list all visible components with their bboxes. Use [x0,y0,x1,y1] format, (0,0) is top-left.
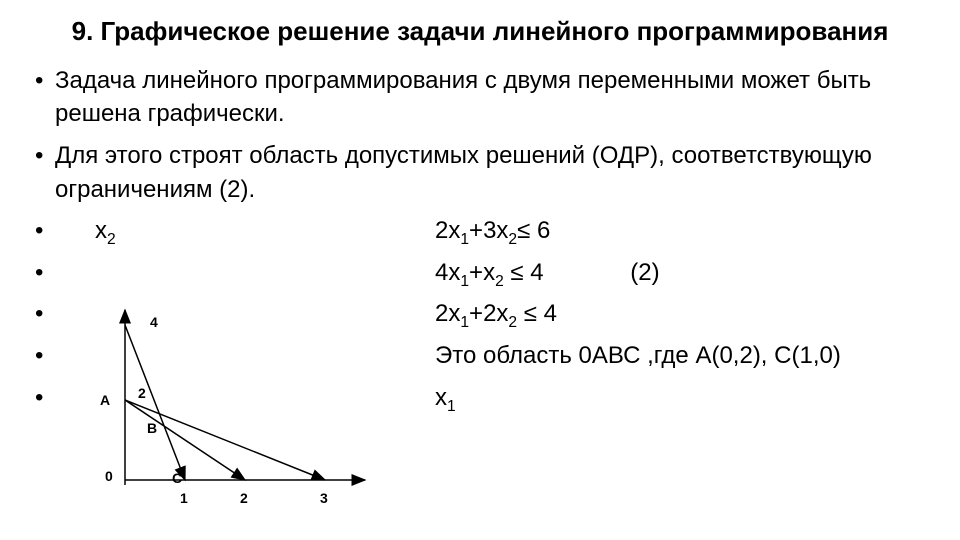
c2-p1: 4x [435,259,460,286]
bullet-2: Для этого строят область допустимых реше… [30,139,930,206]
c1-p3: ≤ 6 [517,217,550,244]
c1-p1: 2x [435,217,460,244]
x2-sub: 2 [107,231,116,248]
constraint-1: x2 2x1+3x2≤ 6 [30,214,930,248]
x2-axis-label: x2 [55,214,435,248]
region-description: Это область 0АВС ,где А(0,2), С(1,0) [435,339,841,373]
c1-s2: 2 [508,231,517,248]
c2-p2: +x [469,259,495,286]
c3-p2: +2x [469,300,508,327]
c3-s1: 1 [460,314,469,331]
constraint-1-expr: 2x1+3x2≤ 6 [435,214,550,248]
constraint-2-expr: 4x1+x2 ≤ 4 (2) [435,256,660,290]
c2-s2: 2 [495,273,504,290]
c2-s1: 1 [460,273,469,290]
x2-var: x [95,217,107,244]
constraint-3-expr: 2x1+2x2 ≤ 4 [435,297,557,331]
xtick-2: 2 [240,490,248,506]
ytick-4: 4 [150,314,158,330]
xtick-1: 1 [180,490,188,506]
point-b-label: В [147,420,157,436]
x1-axis-label: x1 [435,381,456,415]
ytick-2: 2 [138,385,146,401]
point-c-label: С [172,470,182,486]
constraint-2: 4x1+x2 ≤ 4 (2) [30,256,930,290]
x1-var: x [435,384,447,411]
c1-p2: +3x [469,217,508,244]
line-1 [125,400,325,480]
xtick-3: 3 [320,490,328,506]
line-2 [125,325,185,480]
c2-p3: ≤ 4 [504,259,544,286]
c3-p3: ≤ 4 [517,300,557,327]
point-a-label: А [100,392,110,408]
x1-sub: 1 [447,397,456,414]
diagram-svg [75,300,395,520]
origin-label: 0 [105,468,113,484]
bullet-1: Задача линейного программирования с двум… [30,64,930,131]
c2-label: (2) [630,259,659,286]
c1-s1: 1 [460,231,469,248]
page-title: 9. Графическое решение задачи линейного … [30,15,930,49]
feasible-region-diagram: А В С 0 4 2 1 2 3 [75,300,395,520]
c3-p1: 2x [435,300,460,327]
c3-s2: 2 [508,314,517,331]
